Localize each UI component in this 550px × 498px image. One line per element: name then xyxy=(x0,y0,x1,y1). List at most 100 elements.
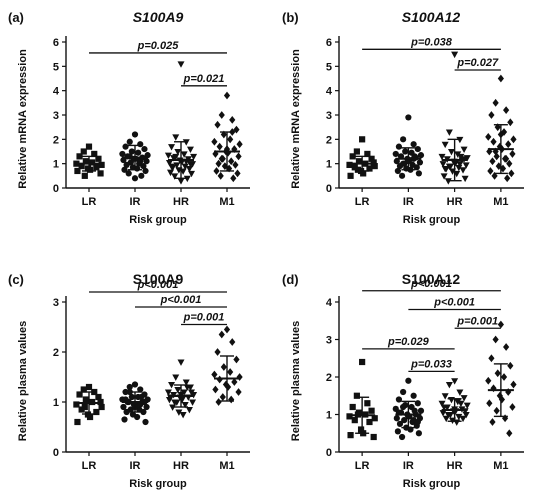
data-point xyxy=(393,415,400,422)
data-point xyxy=(346,161,353,168)
data-point xyxy=(455,413,463,421)
data-point xyxy=(441,141,449,149)
data-point xyxy=(490,384,497,393)
data-point xyxy=(411,407,418,414)
data-point xyxy=(140,163,147,170)
x-axis-label: Risk group xyxy=(129,478,187,490)
data-point xyxy=(228,157,235,166)
data-point xyxy=(396,420,404,427)
data-point xyxy=(215,398,222,406)
data-point xyxy=(501,414,509,423)
data-point xyxy=(346,413,353,420)
y-tick-label: 2 xyxy=(326,372,332,384)
data-point xyxy=(76,391,83,398)
data-point xyxy=(217,171,224,180)
data-point xyxy=(487,167,494,175)
data-point xyxy=(168,163,176,170)
data-point xyxy=(438,400,446,408)
y-tick-label: 3 xyxy=(326,335,332,347)
data-point xyxy=(455,164,463,172)
p-value-label: p=0.033 xyxy=(410,358,452,370)
x-tick-label: M1 xyxy=(493,460,508,472)
data-point xyxy=(349,153,356,160)
data-point xyxy=(122,143,129,150)
data-point xyxy=(186,146,194,153)
data-point xyxy=(86,413,94,421)
data-point xyxy=(357,426,365,433)
p-value-label: p=0.029 xyxy=(387,336,430,348)
data-point xyxy=(123,408,130,416)
data-point xyxy=(497,320,504,329)
x-tick-label: HR xyxy=(173,196,189,208)
p-value-label: p=0.025 xyxy=(137,40,180,52)
data-point xyxy=(85,383,93,391)
data-point xyxy=(180,389,188,396)
data-point xyxy=(137,386,144,393)
data-point xyxy=(451,378,459,385)
data-point xyxy=(371,415,378,422)
y-tick-label: 4 xyxy=(53,86,60,98)
data-point xyxy=(451,51,459,59)
data-point xyxy=(164,152,172,160)
data-point xyxy=(235,152,242,161)
y-tick-label: 5 xyxy=(53,61,59,73)
x-tick-label: IR xyxy=(403,196,414,208)
data-point xyxy=(454,151,462,158)
x-tick-label: M1 xyxy=(493,196,508,208)
data-point xyxy=(234,169,241,178)
data-point xyxy=(495,162,502,170)
data-point xyxy=(97,170,104,177)
data-point xyxy=(173,162,181,169)
data-point xyxy=(347,172,354,179)
panel-c: (c) S100A9 0 1 2 3 LR IR HR M1 Risk group Relative … xyxy=(8,271,250,490)
data-point xyxy=(98,403,105,411)
x-tick-label: IR xyxy=(403,460,414,472)
panel-letter: (a) xyxy=(8,10,24,25)
panel-letter: (d) xyxy=(282,272,299,287)
data-point xyxy=(486,399,493,408)
data-point xyxy=(493,406,500,415)
data-point xyxy=(456,389,464,396)
data-point xyxy=(126,138,133,145)
data-point xyxy=(510,135,517,144)
data-point xyxy=(461,175,469,183)
y-tick-label: 5 xyxy=(326,61,332,73)
y-axis-label: Relative mRNA expression xyxy=(17,49,29,189)
p-value-label: p=0.001 xyxy=(183,312,225,324)
data-point xyxy=(142,167,149,175)
data-point xyxy=(402,148,409,155)
data-point xyxy=(490,137,497,146)
data-point xyxy=(230,174,237,183)
data-point xyxy=(439,410,447,417)
data-point xyxy=(506,159,513,168)
data-point xyxy=(134,413,141,421)
x-tick-label: M1 xyxy=(219,460,234,472)
data-point xyxy=(218,154,225,163)
data-point xyxy=(489,157,496,166)
chart-title: S100A9 xyxy=(133,271,184,287)
data-point xyxy=(510,380,517,389)
data-point xyxy=(459,167,467,174)
data-point xyxy=(74,418,81,426)
data-point xyxy=(492,98,499,107)
data-point xyxy=(454,398,462,406)
data-point xyxy=(119,150,126,158)
data-point xyxy=(507,118,514,127)
data-point xyxy=(485,133,492,141)
data-point xyxy=(182,139,190,146)
data-point xyxy=(417,407,425,414)
panel-letter: (c) xyxy=(8,272,24,287)
data-point xyxy=(509,150,516,158)
data-point xyxy=(125,170,132,177)
data-point xyxy=(142,418,149,426)
data-point xyxy=(218,330,225,339)
data-point xyxy=(441,393,449,400)
data-point xyxy=(438,153,446,161)
data-point xyxy=(138,172,145,179)
p-value-label: p=0.001 xyxy=(456,315,498,327)
data-point xyxy=(174,149,182,156)
data-point xyxy=(131,381,139,388)
data-point xyxy=(439,161,447,168)
data-point xyxy=(500,373,508,381)
data-point xyxy=(347,432,354,439)
